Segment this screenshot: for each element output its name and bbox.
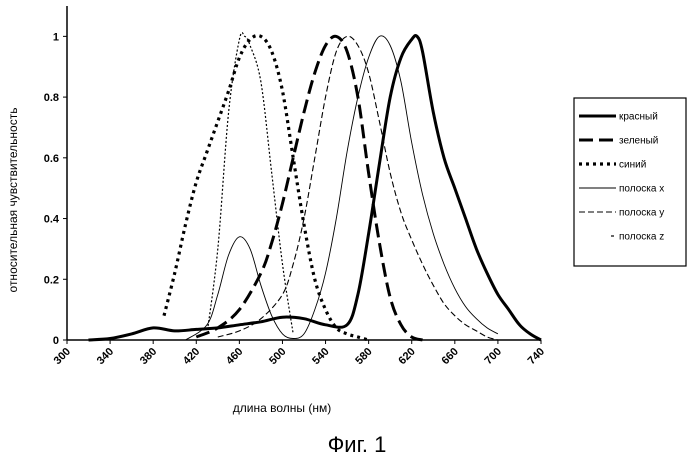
y-tick-label: 0.8 <box>44 92 59 104</box>
y-tick-label: 0.2 <box>44 274 59 286</box>
y-tick-label: 0.4 <box>44 214 60 226</box>
series-line-синий <box>164 35 369 340</box>
x-tick-label: 340 <box>95 346 116 367</box>
x-tick-label: 500 <box>267 346 288 367</box>
x-tick-label: 660 <box>439 346 460 367</box>
x-tick-label: 580 <box>353 346 374 367</box>
x-tick-label: 460 <box>224 346 245 367</box>
legend-label: красный <box>619 112 658 123</box>
y-tick-label: 0.6 <box>44 153 59 165</box>
y-tick-label: 1 <box>53 31 59 43</box>
figure-caption: Фиг. 1 <box>328 432 387 457</box>
y-axis-title: относительная чувствительность <box>6 108 20 293</box>
series-line-красный <box>89 35 542 340</box>
y-tick-label: 0 <box>53 335 59 347</box>
legend-label: полоска x <box>619 184 664 195</box>
x-tick-label: 700 <box>483 346 504 367</box>
legend-label: полоска y <box>619 208 664 219</box>
y-ticks: 0 0.2 0.4 0.6 0.8 1 <box>44 31 67 347</box>
x-axis-title: длина волны (нм) <box>233 401 331 415</box>
legend-label: полоска z <box>619 232 664 243</box>
x-tick-label: 620 <box>396 346 417 367</box>
axes <box>67 6 541 340</box>
x-tick-label: 740 <box>526 346 547 367</box>
legend-label: синий <box>619 160 646 171</box>
x-tick-label: 300 <box>52 346 73 367</box>
x-tick-label: 380 <box>138 346 159 367</box>
x-tick-label: 540 <box>310 346 331 367</box>
legend: красный зеленый синий полоска x полоска y пол… <box>574 98 686 266</box>
x-ticks: 300 340 380 420 460 500 540 580 620 660 700 740 <box>52 340 547 367</box>
series-line-полоска-z <box>207 33 293 334</box>
legend-label: зеленый <box>619 136 658 147</box>
series-lines <box>89 33 542 340</box>
x-tick-label: 420 <box>181 346 202 367</box>
